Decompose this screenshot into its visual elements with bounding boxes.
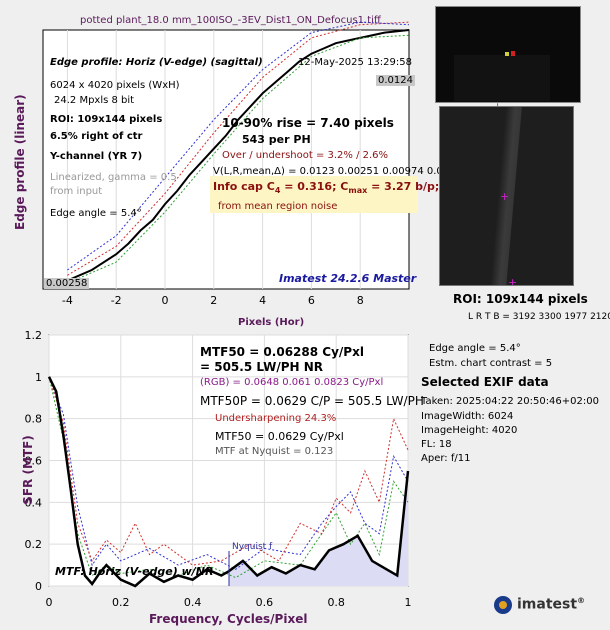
rise-distance: 10-90% rise = 7.40 pixels [222,116,394,130]
imatest-logo-text: imatest® [517,596,586,613]
channel-line: Y-channel (YR 7) [50,151,143,162]
sfr-y-tick-label: 0.8 [25,413,43,426]
exif-edge-angle: Edge angle = 5.4° [429,343,521,354]
noise-note: from mean region noise [218,201,338,212]
sfr-ticks: 0 0.2 0.4 0.6 0.8 1 0 0.2 0.4 0.6 0.8 1 1.2 [25,329,412,609]
mtf-legend: MTF: Horiz (V-edge) w/NR [55,565,214,578]
exif-height: ImageHeight: 4020 [421,425,518,436]
nyquist-label: Nyquist f [232,542,273,552]
sfr-series-line [48,376,409,566]
exif-width: ImageWidth: 6024 [421,411,514,422]
sfr-x-tick-label: 0.2 [112,596,130,609]
sfr-nyquist-fill [228,471,408,586]
edge-series-line [67,21,410,276]
mtf50p: MTF50P = 0.0629 C/P = 505.5 LW/PH [200,394,424,408]
info-capacity-box [210,176,418,213]
sfr-y-tick-label: 0 [35,580,42,593]
offset-line: 6.5% right of ctr [50,131,143,142]
sfr-x-label: Frequency, Cycles/Pixel [149,612,308,626]
sfr-y-tick-label: 1 [35,371,42,384]
roi-line: ROI: 109x144 pixels [50,114,163,125]
edge-series [67,21,410,284]
sfr-fill [228,471,408,586]
roi-size: ROI: 109x144 pixels [453,292,588,306]
roi-thumbnail: + + [439,106,574,286]
sfr-y-tick-label: 0.4 [25,496,43,509]
linearized-note: Linearized, gamma = 0.5 [50,172,177,183]
edge-x-tick-label: 2 [210,294,217,307]
edge-x-label: Pixels (Hor) [238,317,305,328]
mtf50: MTF50 = 0.06288 Cy/Pxl [200,345,364,359]
edge-series-line [67,29,410,282]
mtf50-rgb: (RGB) = 0.0648 0.061 0.0823 Cy/Pxl [200,377,384,388]
edge-x-ticks: -4 -2 0 2 4 6 8 [62,294,364,307]
edge-angle: Edge angle = 5.4° [50,208,142,219]
sfr-x-tick-label: 0.4 [184,596,202,609]
mtf-at-nyquist: MTF at Nyquist = 0.123 [215,446,334,457]
edge-x-tick-label: 8 [357,294,364,307]
sfr-y-tick-label: 0.2 [25,538,43,551]
rise-per-ph: 543 per PH [242,133,311,146]
roi-center-marker: + [500,190,510,203]
sfr-x-tick-label: 0.8 [327,596,345,609]
roi-coords: L R T B = 3192 3300 1977 2120 [468,312,610,322]
edge-x-tick-label: 4 [259,294,266,307]
sfr-x-tick-label: 1 [405,596,412,609]
edge-series-line [67,34,410,284]
date-label: 12-May-2025 13:29:58 [298,57,412,68]
edge-profile-chart: -4 -2 0 2 4 6 8 [42,21,410,307]
sfr-x-tick-label: 0 [46,596,53,609]
imatest-logo-icon [493,595,513,615]
vlr-values: V(L,R,mean,Δ) = 0.0123 0.00251 0.00974 0… [213,166,443,177]
master-label: Imatest 24.2.6 Master [279,272,417,285]
undersharpening: Undersharpening 24.3% [215,413,337,424]
edge-series-line [67,21,410,271]
bottom-value: 0.00258 [44,278,90,289]
sfr-y-label: SFR (MTF) [21,435,35,505]
chart-title: potted plant_18.0 mm_100ISO_-3EV_Dist1_O… [80,15,381,26]
sfr-x-tick-label: 0.6 [256,596,274,609]
top-value: 0.0124 [376,75,415,86]
edge-x-tick-label: -4 [62,294,73,307]
sfr-y-tick-label: 1.2 [25,329,43,342]
sfr-y-tick-label: 0.6 [25,455,43,468]
edge-x-tick-label: 6 [308,294,315,307]
roi-bottom-marker: + [508,276,518,286]
mtf50-secondary: MTF50 = 0.0629 Cy/Pxl [215,430,344,443]
sfr-series-line [47,376,410,588]
exif-contrast: Estm. chart contrast = 5 [429,358,553,369]
sfr-series [47,376,410,588]
sfr-series-line [48,376,409,570]
info-capacity: Info cap C4 = 0.316; Cmax = 3.27 b/p; [213,180,440,196]
edge-x-tick-label: -2 [111,294,122,307]
image-size: 6024 x 4020 pixels (WxH) [50,80,180,91]
mtf50-lwph: = 505.5 LW/PH NR [200,360,323,374]
exif-taken: Taken: 2025:04:22 20:50:46+02:00 [421,396,599,407]
linearized-note-2: from input [50,186,103,197]
exif-heading: Selected EXIF data [421,375,549,389]
megapixels: 24.2 Mpxls 8 bit [54,95,135,106]
overshoot: Over / undershoot = 3.2% / 2.6% [222,150,389,161]
full-image-thumbnail [435,6,581,103]
profile-label: Edge profile: Horiz (V-edge) (sagittal) [50,57,263,68]
exif-aperture: Aper: f/11 [421,453,471,464]
edge-x-tick-label: 0 [162,294,169,307]
exif-fl: FL: 18 [421,439,452,450]
